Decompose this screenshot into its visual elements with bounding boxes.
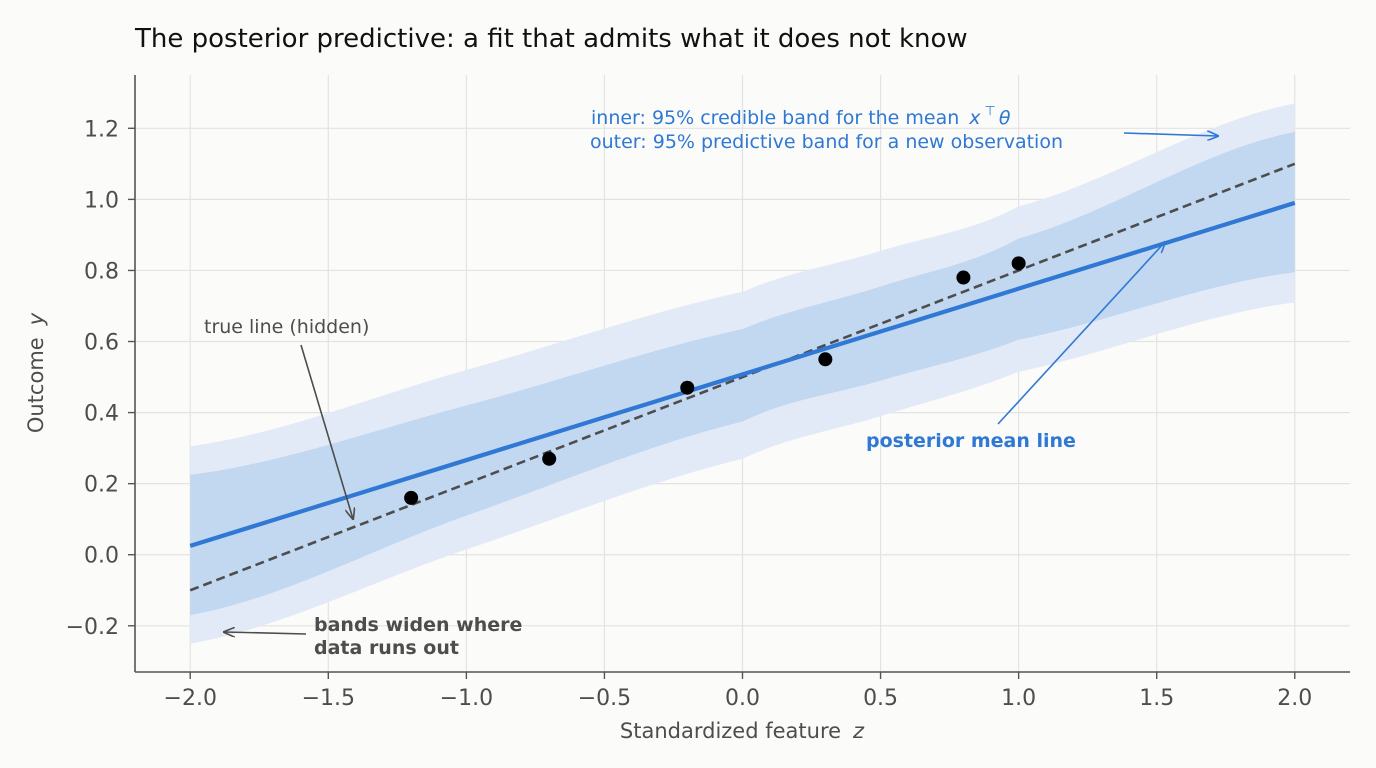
- x-tick-label: −2.0: [164, 686, 217, 711]
- x-tick-label: −0.5: [578, 686, 631, 711]
- data-point: [818, 352, 833, 367]
- band-inner-math-x: x: [968, 107, 981, 129]
- data-point: [404, 490, 419, 505]
- x-ticks: −2.0 −1.5 −1.0 −0.5 0.0 0.5 1.0 1.5 2.0: [164, 672, 1312, 711]
- band-inner-sup: ⊤: [985, 104, 996, 119]
- data-points: [404, 256, 1026, 505]
- x-axis-label: Standardized feature z: [620, 719, 865, 743]
- y-tick-label: 0.8: [84, 259, 119, 284]
- x-tick-label: 1.0: [1001, 686, 1036, 711]
- data-point: [680, 380, 695, 395]
- widen-arrow: [224, 632, 307, 634]
- true-line-arrow: [300, 344, 353, 519]
- y-axis-label: Outcome y: [24, 312, 48, 433]
- band-inner-annotation: inner: 95% credible band for the mean x ⊤ θ: [591, 104, 1011, 129]
- widen-label-line2: data runs out: [314, 637, 459, 659]
- x-axis-label-var: z: [852, 719, 865, 743]
- x-tick-label: 0.0: [725, 686, 760, 711]
- mean-line-label: posterior mean line: [866, 430, 1076, 452]
- true-line-annotation: true line (hidden): [204, 316, 369, 519]
- y-tick-label: 0.6: [84, 331, 119, 356]
- chart-title: The posterior predictive: a fit that adm…: [134, 24, 968, 54]
- data-point: [956, 270, 971, 285]
- mean-line-annotation: posterior mean line: [866, 242, 1165, 452]
- y-ticks: −0.2 0.0 0.2 0.4 0.6 0.8 1.0 1.2: [66, 117, 135, 640]
- band-inner-text: inner: 95% credible band for the mean: [591, 107, 959, 129]
- data-point: [1011, 256, 1026, 271]
- widen-annotation: bands widen where data runs out: [224, 614, 522, 659]
- y-tick-label: 1.2: [84, 117, 119, 142]
- mean-line-arrow: [997, 242, 1165, 425]
- band-annotation-arrow: [1123, 133, 1218, 136]
- true-line: [189, 162, 1296, 592]
- y-tick-label: 0.4: [84, 402, 119, 427]
- y-tick-label: 1.0: [84, 188, 119, 213]
- y-tick-label: −0.2: [66, 615, 119, 640]
- true-line-label: true line (hidden): [204, 316, 369, 338]
- x-tick-label: −1.5: [302, 686, 355, 711]
- band-legend-annotation: inner: 95% credible band for the mean x ⊤ θ…: [590, 104, 1218, 153]
- data-point: [542, 451, 557, 466]
- x-tick-label: 1.5: [1139, 686, 1174, 711]
- x-tick-label: 2.0: [1277, 686, 1312, 711]
- y-tick-label: 0.2: [84, 473, 119, 498]
- y-axis-label-text: Outcome: [24, 337, 48, 433]
- posterior-mean-line: [189, 200, 1296, 548]
- lines: [189, 162, 1296, 592]
- y-tick-label: 0.0: [84, 544, 119, 569]
- x-tick-label: −1.0: [440, 686, 493, 711]
- x-tick-label: 0.5: [863, 686, 898, 711]
- band-outer-annotation: outer: 95% predictive band for a new obs…: [590, 131, 1063, 153]
- band-inner-theta: θ: [999, 107, 1011, 129]
- y-axis-label-var: y: [24, 312, 48, 326]
- x-axis-label-text: Standardized feature: [620, 719, 841, 743]
- widen-label-line1: bands widen where: [314, 614, 522, 636]
